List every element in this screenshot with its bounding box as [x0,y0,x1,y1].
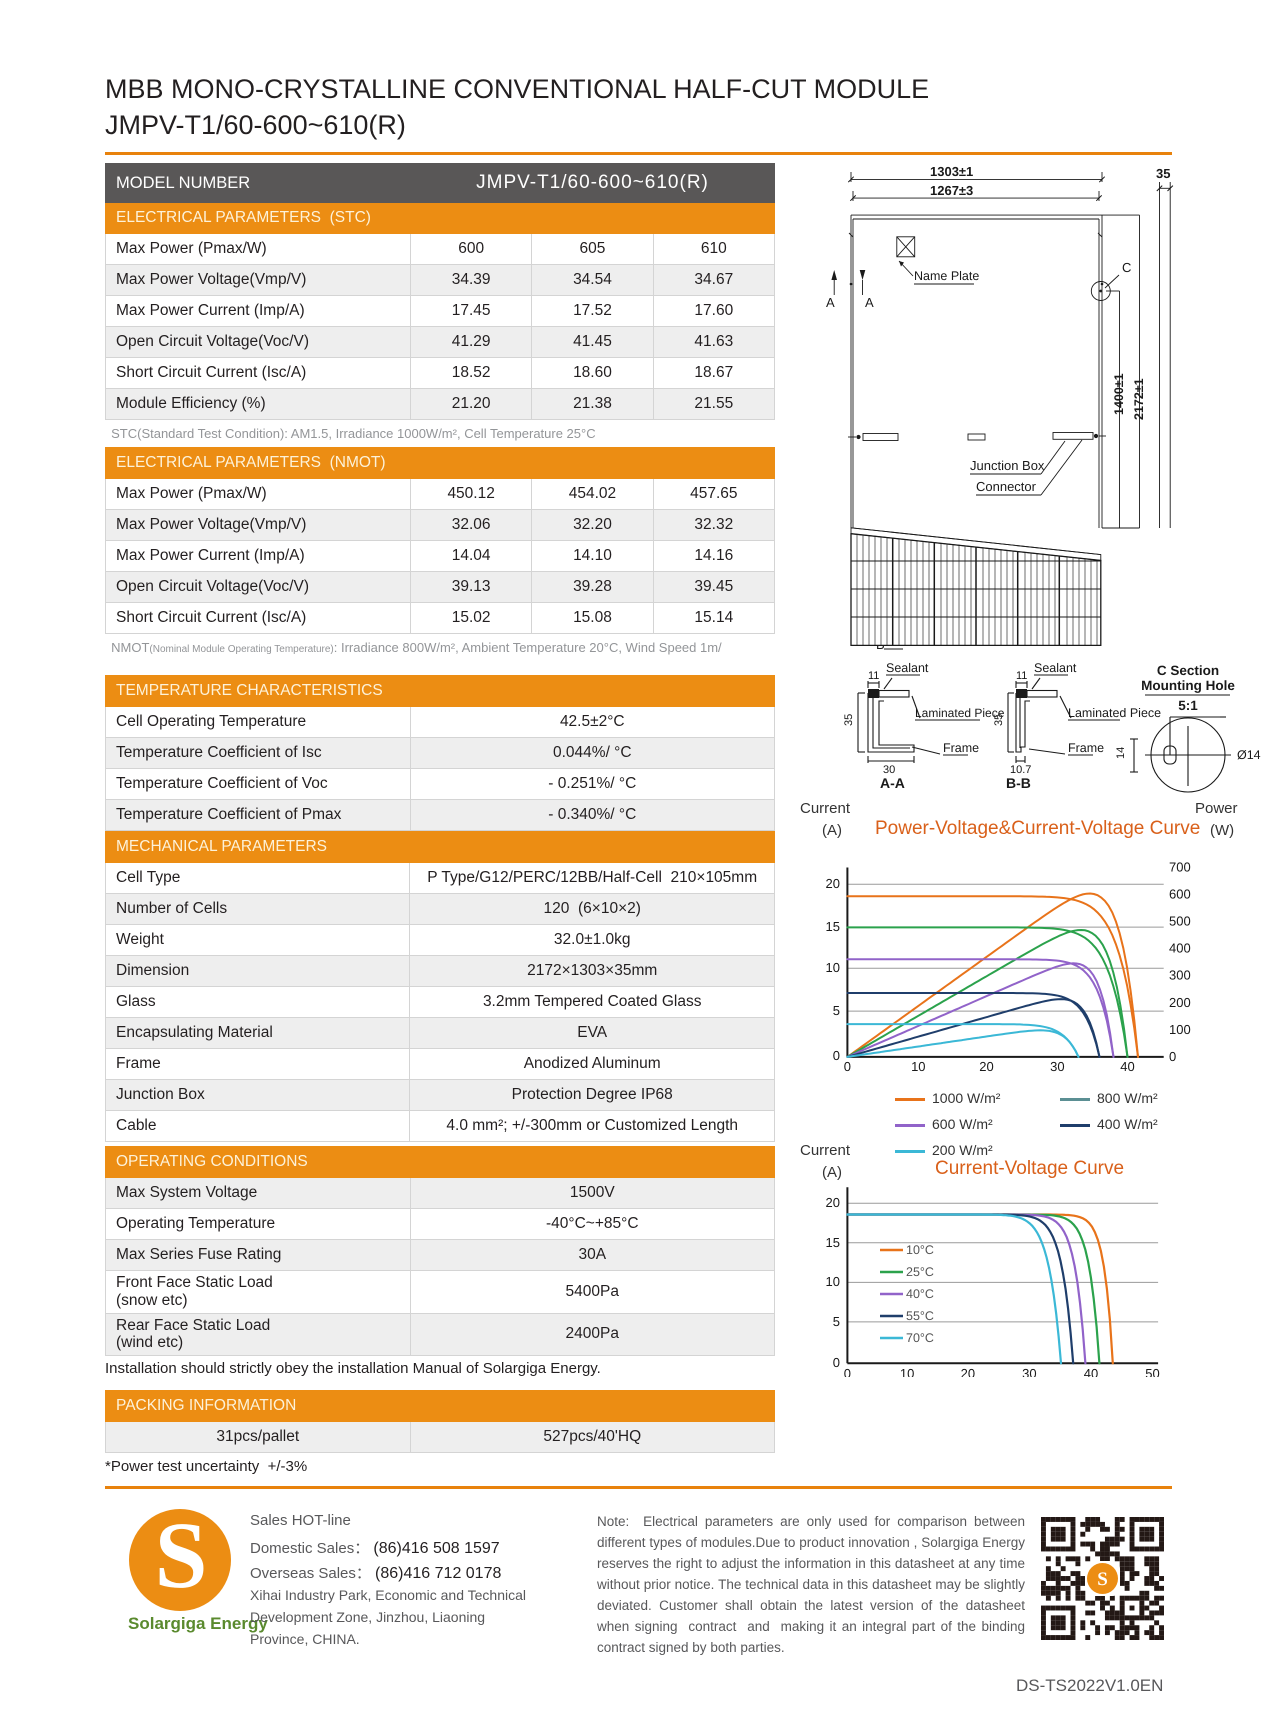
svg-text:600: 600 [1169,887,1191,902]
svg-text:Frame: Frame [943,741,979,755]
svg-text:B-B: B-B [1006,775,1031,791]
svg-text:Laminated Piece: Laminated Piece [1068,706,1161,720]
svg-text:2172±1: 2172±1 [1132,378,1146,420]
svg-text:500: 500 [1169,914,1191,929]
svg-text:10°C: 10°C [906,1243,934,1257]
svg-text:A: A [826,295,835,310]
svg-text:10: 10 [900,1366,914,1377]
svg-text:10: 10 [911,1059,925,1074]
svg-text:700: 700 [1169,860,1191,875]
svg-text:400: 400 [1169,941,1191,956]
svg-text:Junction Box: Junction Box [970,458,1045,473]
svg-text:20: 20 [826,1195,840,1210]
svg-text:40: 40 [1084,1366,1098,1377]
svg-text:0: 0 [844,1059,851,1074]
svg-text:20: 20 [961,1366,975,1377]
svg-text:40°C: 40°C [906,1287,934,1301]
svg-text:35: 35 [993,714,1005,726]
svg-text:C Section: C Section [1157,663,1219,678]
svg-text:1303±1: 1303±1 [930,164,973,179]
svg-text:A: A [865,295,874,310]
svg-text:300: 300 [1169,968,1191,983]
svg-text:Name Plate: Name Plate [914,269,979,283]
svg-text:Ø14: Ø14 [1237,748,1261,762]
svg-text:11: 11 [868,670,879,682]
svg-text:Mounting Hole: Mounting Hole [1141,678,1235,693]
svg-text:30: 30 [1022,1366,1036,1377]
svg-text:S: S [1097,1569,1108,1590]
svg-text:1400±1: 1400±1 [1112,373,1126,415]
svg-text:0: 0 [844,1366,851,1377]
svg-text:30: 30 [1050,1059,1064,1074]
svg-text:10: 10 [826,960,840,975]
svg-text:20: 20 [826,876,840,891]
svg-text:15: 15 [826,1235,840,1250]
svg-text:15: 15 [826,919,840,934]
svg-text:S: S [155,1508,208,1608]
svg-text:0: 0 [1169,1049,1176,1064]
svg-text:Laminated Piece: Laminated Piece [915,706,1005,720]
svg-text:Frame: Frame [1068,741,1104,755]
svg-text:50: 50 [1145,1366,1159,1377]
svg-text:70°C: 70°C [906,1331,934,1345]
svg-text:0: 0 [833,1048,840,1063]
svg-text:14: 14 [1115,747,1127,759]
svg-text:35: 35 [843,714,855,726]
svg-text:55°C: 55°C [906,1309,934,1323]
svg-text:5: 5 [833,1314,840,1329]
svg-text:Connector: Connector [976,479,1037,494]
svg-text:Sealant: Sealant [886,661,929,675]
svg-text:10: 10 [826,1274,840,1289]
svg-text:C: C [1122,260,1131,275]
svg-text:20: 20 [979,1059,993,1074]
svg-text:5: 5 [833,1003,840,1018]
svg-text:200: 200 [1169,995,1191,1010]
svg-text:35: 35 [1156,166,1170,181]
svg-text:1267±3: 1267±3 [930,183,973,198]
svg-text:25°C: 25°C [906,1265,934,1279]
svg-text:100: 100 [1169,1022,1191,1037]
svg-text:40: 40 [1120,1059,1134,1074]
svg-text:Sealant: Sealant [1034,661,1077,675]
svg-text:0: 0 [833,1355,840,1370]
svg-text:A-A: A-A [880,775,905,791]
svg-text:5:1: 5:1 [1178,698,1198,713]
svg-text:11: 11 [1016,670,1027,682]
